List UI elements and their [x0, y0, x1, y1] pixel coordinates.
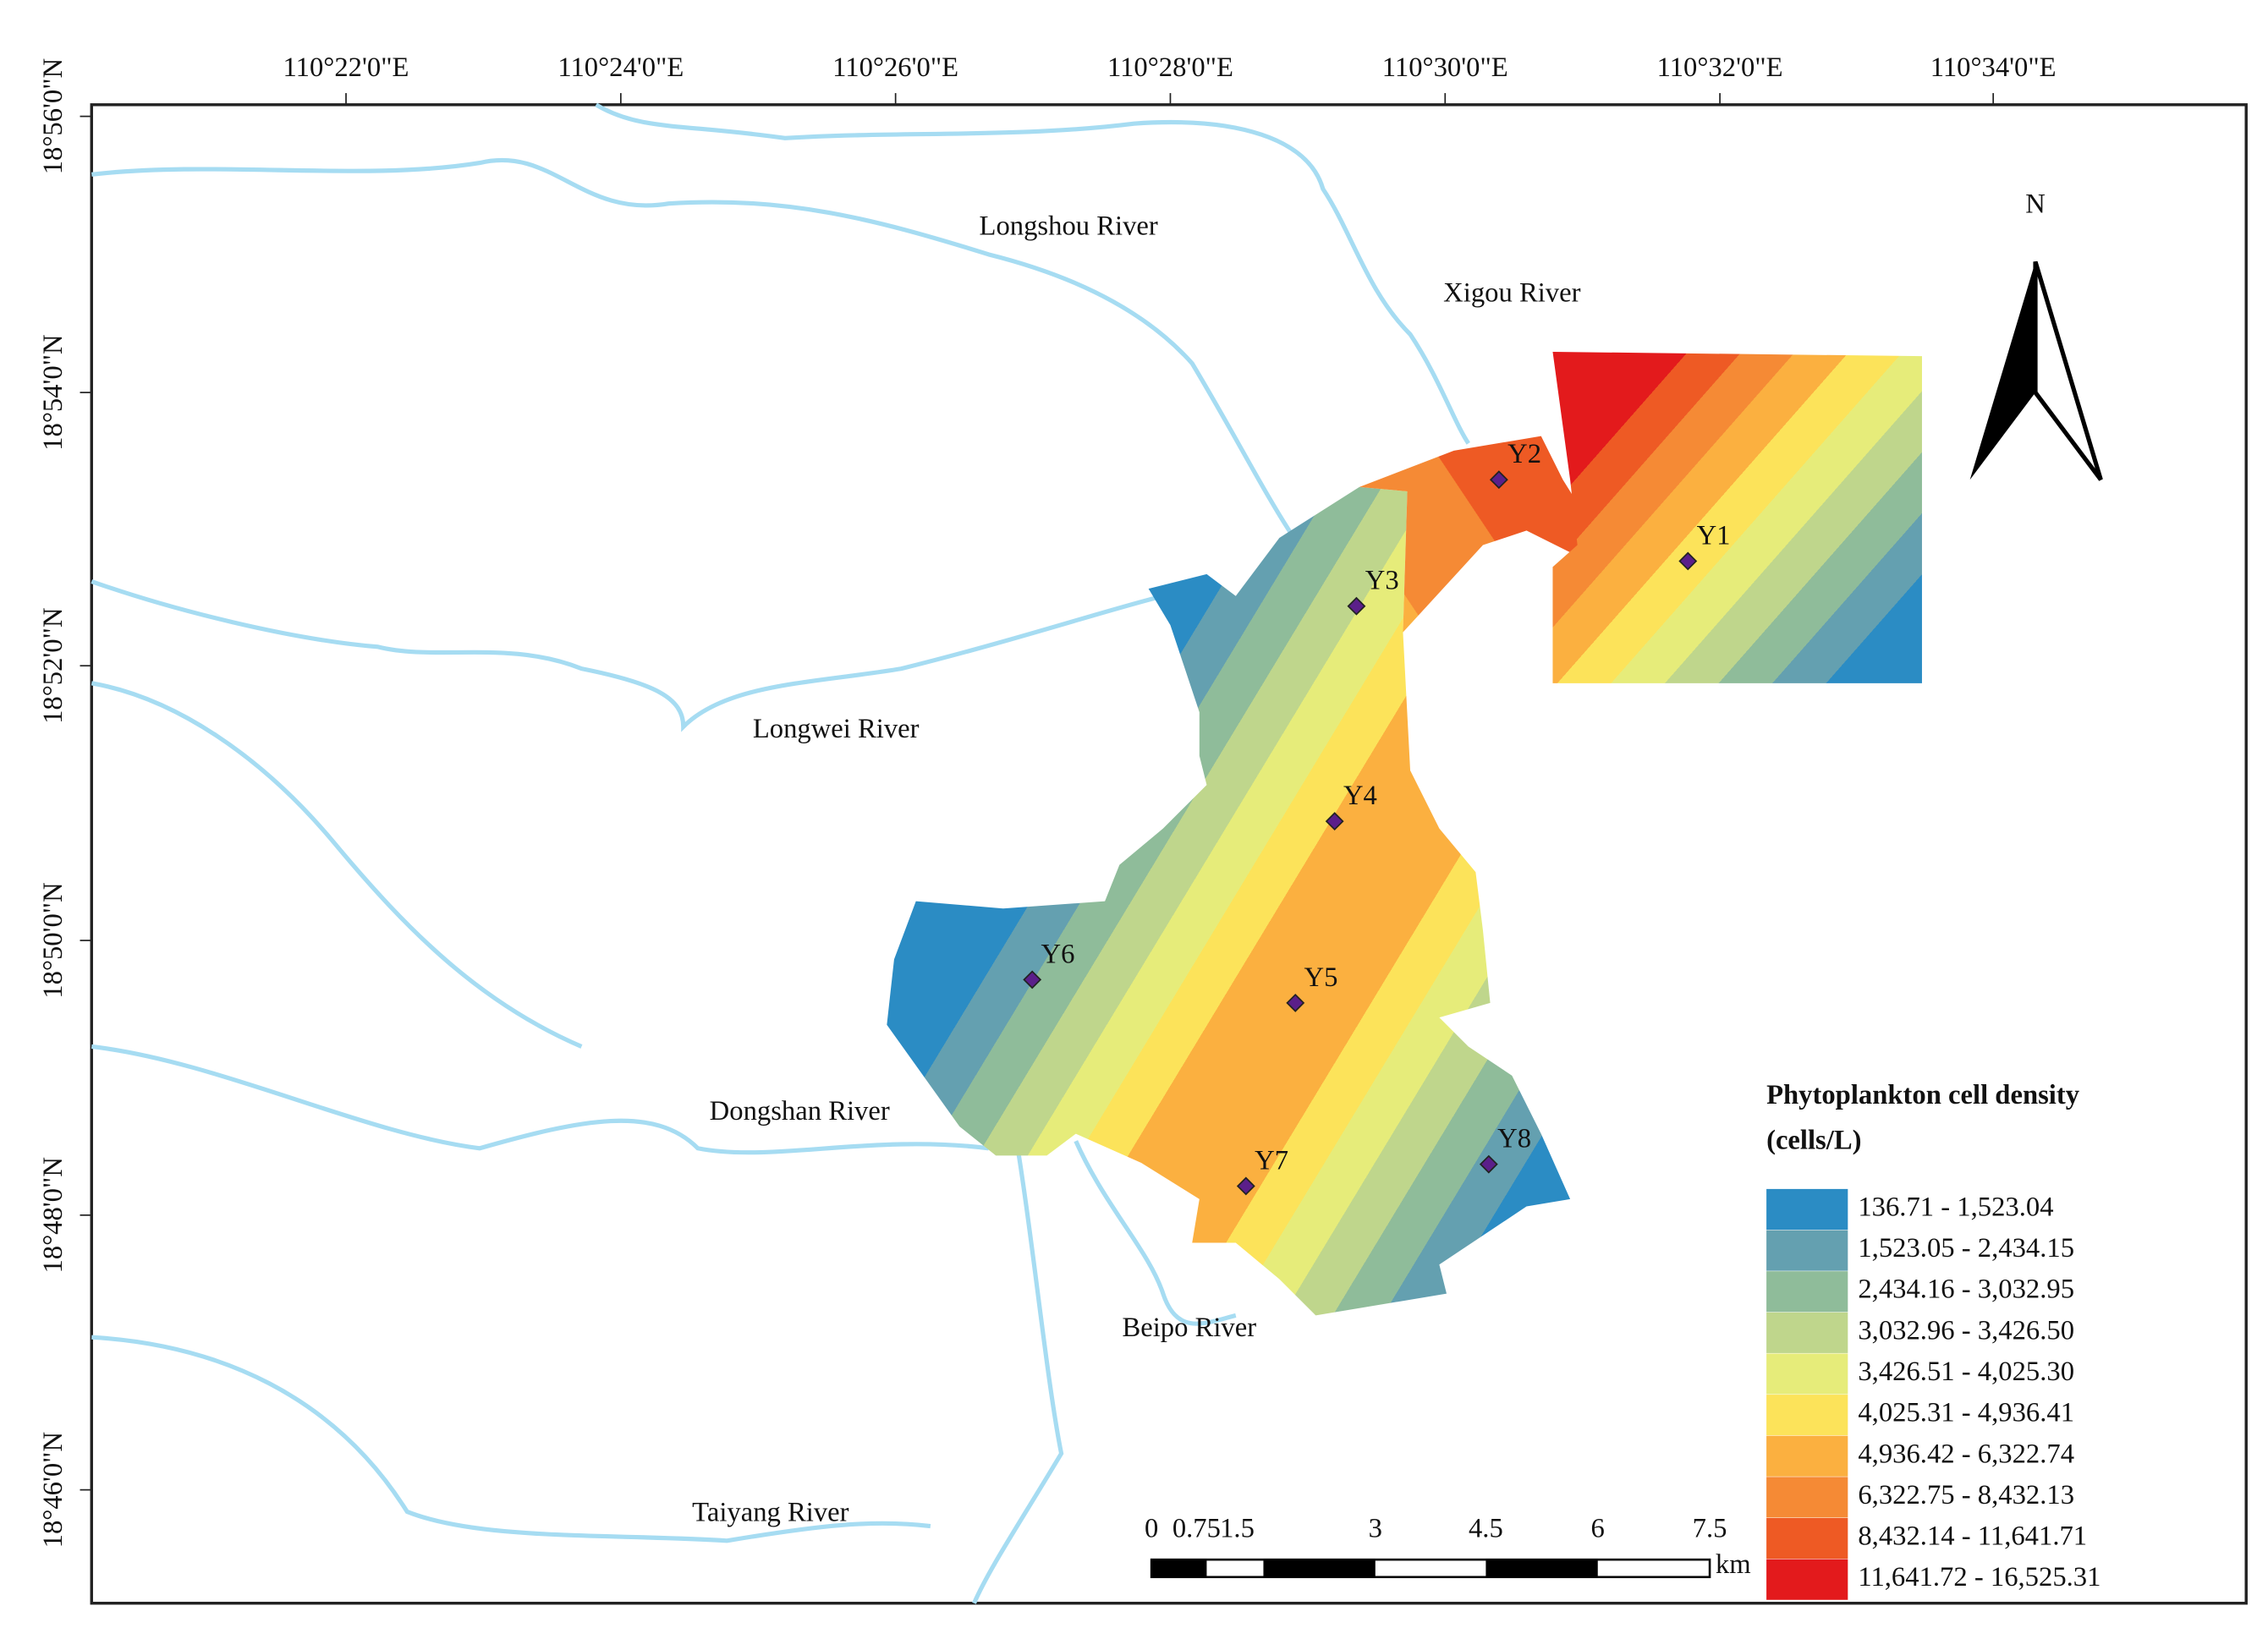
station-marker: [1489, 470, 1508, 490]
latitude-label: 18°50'0"N: [38, 882, 69, 998]
rivers-lines: [91, 102, 1470, 1604]
river-label: Longshou River: [980, 211, 1158, 241]
legend-swatch: [1766, 1271, 1848, 1313]
station-marker: [1678, 551, 1698, 571]
water-body-main: [887, 486, 1571, 1316]
station-marker: [1286, 993, 1305, 1012]
legend-label: 2,434.16 - 3,032.95: [1858, 1274, 2074, 1305]
station-label: Y6: [1041, 939, 1075, 969]
river-label: Xigou River: [1443, 277, 1580, 308]
legend-label: 3,032.96 - 3,426.50: [1858, 1315, 2074, 1346]
scale-bar: 0 0.75 1.5 3 4.5 6 7.5 km: [1145, 1513, 1751, 1580]
longitude-label: 110°24'0"E: [557, 52, 684, 83]
north-label: N: [2025, 189, 2046, 220]
water-body-north: [1359, 436, 1600, 633]
scale-label: 1.5: [1220, 1513, 1255, 1543]
station-label: Y5: [1304, 962, 1338, 993]
longitude-label: 110°22'0"E: [283, 52, 409, 83]
legend-swatch: [1766, 1559, 1848, 1600]
legend-label: 1,523.05 - 2,434.15: [1858, 1233, 2074, 1263]
latitude-label: 18°54'0"N: [38, 334, 69, 450]
latitude-label: 18°46'0"N: [38, 1432, 69, 1548]
scale-label: 3: [1369, 1513, 1382, 1543]
legend-title: Phytoplankton cell density: [1766, 1080, 2079, 1110]
legend-swatch: [1766, 1353, 1848, 1395]
station-label: Y4: [1343, 781, 1377, 811]
legend-label: 8,432.14 - 11,641.71: [1858, 1521, 2087, 1552]
longitude-label: 110°28'0"E: [1107, 52, 1233, 83]
station-marker: [1479, 1154, 1498, 1174]
longitude-label: 110°34'0"E: [1930, 52, 2057, 83]
scale-label: 7.5: [1693, 1513, 1727, 1543]
legend-swatch: [1766, 1395, 1848, 1436]
station-label: Y1: [1697, 520, 1731, 551]
longitude-label: 110°26'0"E: [832, 52, 958, 83]
river-label: Longwei River: [753, 714, 920, 744]
station-label: Y2: [1507, 439, 1541, 469]
legend-swatch: [1766, 1435, 1848, 1477]
scale-label: 0: [1145, 1513, 1158, 1543]
river-label: Taiyang River: [692, 1497, 848, 1527]
legend-label: 6,322.75 - 8,432.13: [1858, 1480, 2074, 1510]
legend-label: 3,426.51 - 4,025.30: [1858, 1357, 2074, 1387]
latitude-label: 18°48'0"N: [38, 1157, 69, 1273]
legend-swatch: [1766, 1477, 1848, 1518]
latitude-label: 18°52'0"N: [38, 607, 69, 723]
station-marker: [1236, 1176, 1255, 1196]
station-marker: [1347, 596, 1366, 616]
longitude-label: 110°32'0"E: [1657, 52, 1783, 83]
legend-label: 136.71 - 1,523.04: [1858, 1192, 2053, 1222]
legend-swatch: [1766, 1517, 1848, 1559]
legend-swatch: [1766, 1312, 1848, 1353]
scale-unit: km: [1716, 1549, 1751, 1580]
station-marker: [1325, 812, 1344, 831]
legend-label: 11,641.72 - 16,525.31: [1858, 1562, 2101, 1592]
station-label: Y7: [1255, 1145, 1288, 1176]
legend-title: (cells/L): [1766, 1125, 1861, 1155]
legend-label: 4,936.42 - 6,322.74: [1858, 1439, 2074, 1469]
legend-label: 4,025.31 - 4,936.41: [1858, 1398, 2074, 1428]
station-label: Y8: [1497, 1124, 1531, 1154]
scale-label: 6: [1591, 1513, 1605, 1543]
river-label: Dongshan River: [710, 1096, 890, 1126]
scale-label: 4.5: [1469, 1513, 1503, 1543]
scale-label: 0.75: [1172, 1513, 1221, 1543]
latitude-label: 18°56'0"N: [38, 58, 69, 174]
legend-swatch: [1766, 1230, 1848, 1271]
station-marker: [1023, 970, 1042, 989]
water-body-sea: [1552, 351, 1922, 683]
longitude-label: 110°30'0"E: [1382, 52, 1508, 83]
river-label: Beipo River: [1122, 1313, 1256, 1343]
legend-swatch: [1766, 1188, 1848, 1231]
station-label: Y3: [1365, 566, 1399, 596]
